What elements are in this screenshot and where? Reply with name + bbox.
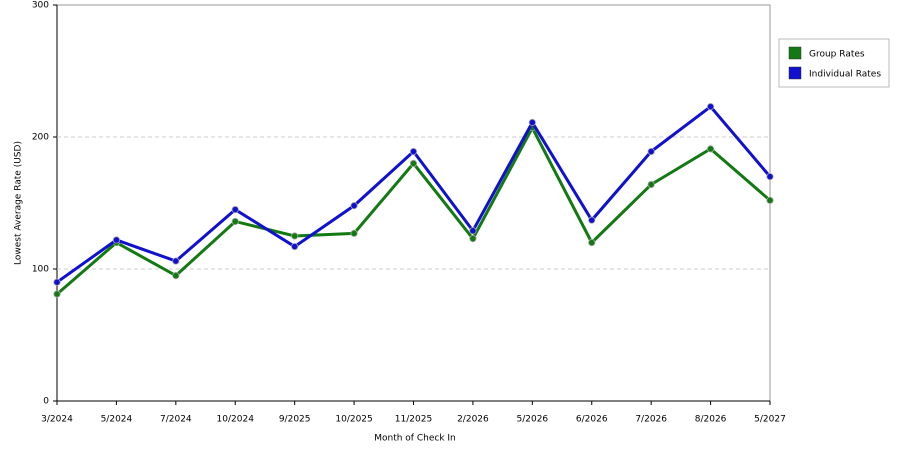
x-tick-label: 3/2024 xyxy=(41,415,73,425)
x-tick-label: 9/2025 xyxy=(279,415,311,425)
legend-label: Group Rates xyxy=(809,50,865,60)
data-point xyxy=(766,173,774,181)
data-point xyxy=(409,147,418,156)
series-line xyxy=(56,104,772,284)
data-point xyxy=(766,196,774,204)
x-tick-label: 8/2026 xyxy=(695,415,727,425)
data-point xyxy=(291,242,299,251)
plot-frame xyxy=(56,4,771,402)
x-axis-title: Month of Check In xyxy=(374,434,456,444)
data-point xyxy=(528,118,536,127)
data-point xyxy=(469,227,477,235)
data-point xyxy=(172,271,180,280)
x-tick-label: 11/2025 xyxy=(395,415,432,425)
x-tick-label: 5/2024 xyxy=(101,415,133,425)
data-point xyxy=(172,257,180,265)
data-point xyxy=(588,216,596,224)
x-tick-label: 5/2027 xyxy=(754,415,786,425)
x-tick-label: 5/2026 xyxy=(516,415,548,425)
x-tick-label: 6/2026 xyxy=(576,415,608,425)
x-tick-label: 7/2024 xyxy=(160,415,192,425)
legend-box xyxy=(778,38,890,88)
data-point xyxy=(706,103,715,111)
data-point xyxy=(231,217,239,226)
data-point xyxy=(647,147,655,156)
y-tick-label: 300 xyxy=(32,1,49,11)
x-tick-label: 2/2026 xyxy=(457,415,489,425)
data-point xyxy=(588,239,596,247)
data-point xyxy=(647,180,655,189)
data-point xyxy=(112,236,121,244)
y-axis-title: Lowest Average Rate (USD) xyxy=(14,141,24,265)
data-point xyxy=(53,278,61,286)
x-tick-label: 7/2026 xyxy=(635,415,667,425)
data-point xyxy=(350,202,358,210)
data-point xyxy=(706,145,715,153)
legend-swatch xyxy=(788,66,802,80)
legend-swatch xyxy=(788,46,802,60)
data-point xyxy=(409,159,418,167)
data-point xyxy=(291,232,299,240)
y-tick-label: 100 xyxy=(32,265,49,275)
legend-label: Individual Rates xyxy=(809,70,881,80)
y-tick-label: 0 xyxy=(43,397,49,407)
data-point xyxy=(350,229,358,237)
x-tick-label: 10/2025 xyxy=(335,415,372,425)
data-point xyxy=(231,206,239,214)
data-point xyxy=(469,235,477,243)
x-tick-label: 10/2024 xyxy=(217,415,255,425)
y-tick-label: 200 xyxy=(32,133,49,143)
data-point xyxy=(53,290,61,298)
